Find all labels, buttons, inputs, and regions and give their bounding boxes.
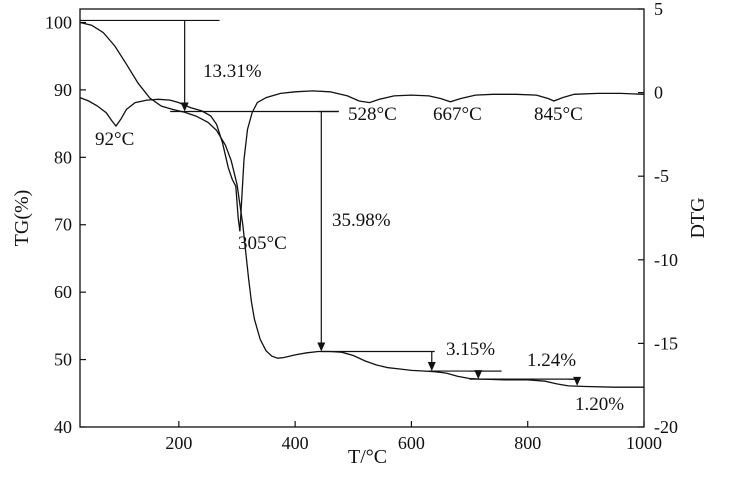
- annotation-35-98: 35.98%: [332, 210, 391, 231]
- peak-label-528: 528°C: [348, 104, 397, 125]
- y-left-tick-label: 40: [54, 417, 72, 437]
- x-tick-label: 400: [282, 433, 309, 453]
- step-arrow-head: [573, 376, 582, 386]
- annotation-3-15: 3.15%: [446, 339, 495, 360]
- peak-label-305: 305°C: [238, 233, 287, 254]
- y-left-tick-label: 90: [54, 80, 72, 100]
- x-tick-label: 600: [398, 433, 425, 453]
- y-right-axis-label: DTG: [687, 197, 709, 238]
- y-right-tick-label: -20: [654, 417, 678, 437]
- step-arrow-head: [317, 342, 326, 352]
- x-tick-label: 1000: [626, 433, 662, 453]
- y-left-tick-label: 80: [54, 147, 72, 167]
- annotation-1-24: 1.24%: [527, 350, 576, 371]
- y-right-tick-label: 0: [654, 83, 663, 103]
- y-left-tick-label: 100: [45, 12, 72, 32]
- mass-loss-markers: [80, 19, 582, 386]
- y-right-tick-label: 5: [654, 0, 663, 19]
- y-left-tick-label: 60: [54, 282, 72, 302]
- y-left-axis-label: TG(%): [11, 190, 33, 247]
- peak-label-92: 92°C: [95, 129, 134, 150]
- step-arrow-head: [474, 370, 483, 380]
- dtg-curve: [79, 90, 645, 232]
- y-left-tick-label: 50: [54, 350, 72, 370]
- y-right-tick-label: -10: [654, 250, 678, 270]
- step-arrow-head: [427, 362, 436, 372]
- axis-ticks: 200 400 600 800 1000405060708090100-20-15-10…: [45, 0, 678, 453]
- x-tick-label: 800: [514, 433, 541, 453]
- plot-frame: [79, 8, 645, 428]
- x-axis-label: T/°C: [348, 446, 387, 468]
- tg-curve: [79, 21, 644, 388]
- annotation-13-31: 13.31%: [203, 61, 262, 82]
- peak-label-845: 845°C: [534, 104, 583, 125]
- y-left-tick-label: 70: [54, 215, 72, 235]
- y-right-tick-label: -5: [654, 166, 669, 186]
- y-right-tick-label: -15: [654, 333, 678, 353]
- annotation-1-20: 1.20%: [575, 394, 624, 415]
- peak-label-667: 667°C: [433, 104, 482, 125]
- x-tick-label: 200: [165, 433, 192, 453]
- step-arrow-head: [180, 102, 189, 112]
